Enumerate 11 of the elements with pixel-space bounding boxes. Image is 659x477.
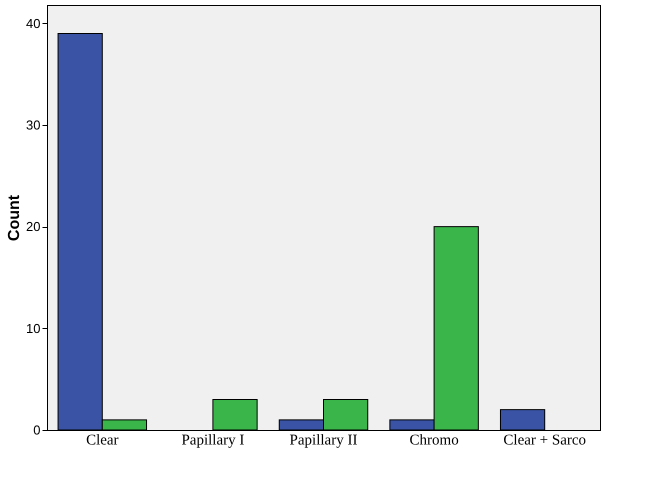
y-tick-label: 10 xyxy=(26,320,40,336)
x-tick-label: Papillary II xyxy=(290,432,358,448)
y-tick-label: 40 xyxy=(26,16,40,31)
y-tick-label: 30 xyxy=(26,117,40,132)
y-tick-label: 20 xyxy=(26,219,40,234)
y-tick-label: 0 xyxy=(33,422,40,438)
x-tick-label: Papillary I xyxy=(181,432,244,448)
x-tick-label: Clear + Sarco xyxy=(503,432,586,448)
x-tick-label: Clear xyxy=(86,432,119,448)
y-axis-title: Count xyxy=(6,194,24,242)
x-tick-label: Chromo xyxy=(410,432,459,448)
